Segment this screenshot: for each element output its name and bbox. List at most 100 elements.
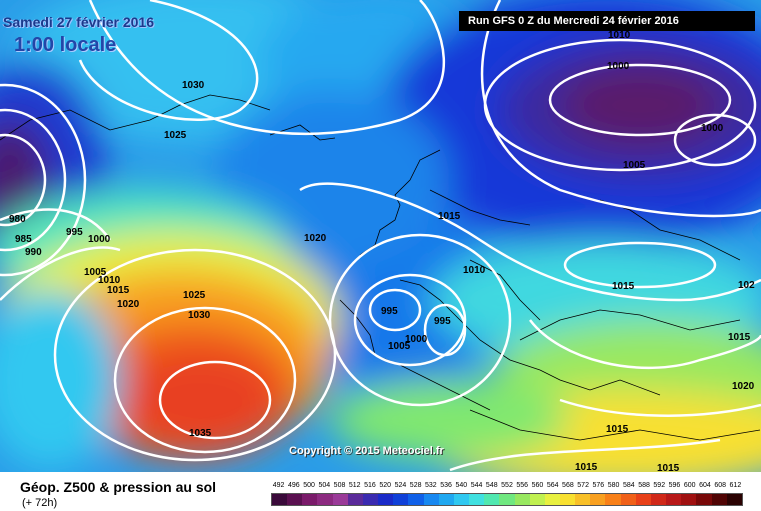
isobar-label: 990	[25, 247, 42, 258]
scale-swatch	[272, 494, 288, 505]
scale-label: 608	[714, 482, 726, 489]
scale-label: 596	[668, 482, 681, 489]
isobar-label: 102	[738, 280, 755, 291]
isobar-label: 985	[15, 234, 32, 245]
scale-swatch	[499, 494, 515, 505]
scale-label: 572	[577, 482, 589, 489]
scale-label: 528	[409, 482, 422, 489]
scale-label: 512	[348, 482, 361, 489]
isobar-lines	[0, 0, 761, 472]
model-run-banner: Run GFS 0 Z du Mercredi 24 février 2016	[459, 11, 755, 31]
legend-subtitle: (+ 72h)	[22, 497, 58, 509]
forecast-date: Samedi 27 février 2016	[3, 14, 154, 30]
isobar-label: 1015	[612, 281, 635, 292]
scale-swatch	[302, 494, 318, 505]
scale-label: 592	[653, 482, 666, 489]
scale-swatch	[590, 494, 606, 505]
scale-swatch	[438, 494, 454, 505]
scale-label: 552	[501, 482, 513, 489]
scale-label: 576	[592, 482, 605, 489]
pressure-map: 1030 1025 980 985 990 995 1000 1005 1010…	[0, 0, 761, 472]
copyright-notice: Copyright © 2015 Meteociel.fr	[289, 445, 444, 457]
isobar-label: 1015	[606, 424, 629, 435]
scale-label: 580	[607, 482, 620, 489]
isobar-label: 1030	[188, 310, 211, 321]
scale-label: 496	[287, 482, 300, 489]
scale-swatch	[529, 494, 545, 505]
scale-swatch	[332, 494, 348, 505]
scale-swatch	[575, 494, 591, 505]
scale-label: 536	[440, 482, 452, 489]
scale-swatch	[423, 494, 439, 505]
scale-label: 604	[699, 482, 711, 489]
isobar-label: 1025	[183, 290, 206, 301]
scale-label: 544	[470, 482, 483, 489]
isobar-label: 1020	[732, 381, 755, 392]
isobar-label: 1015	[728, 332, 751, 343]
isobar-label: 1025	[164, 130, 187, 141]
isobar-label: 1005	[623, 160, 646, 171]
map-canvas: 1030 1025 980 985 990 995 1000 1005 1010…	[0, 0, 761, 472]
scale-label: 520	[379, 482, 392, 489]
color-scale-bar	[271, 493, 743, 506]
scale-label: 584	[622, 482, 635, 489]
scale-swatch	[408, 494, 424, 505]
scale-swatch	[378, 494, 394, 505]
scale-label: 540	[455, 482, 468, 489]
scale-swatch	[681, 494, 697, 505]
isobar-label: 1015	[575, 462, 598, 472]
scale-swatch	[711, 494, 727, 505]
scale-swatch	[469, 494, 485, 505]
scale-swatch	[605, 494, 621, 505]
scale-label: 612	[729, 482, 742, 489]
scale-swatch	[393, 494, 409, 505]
scale-label: 564	[546, 482, 559, 489]
scale-labels: 492 496 500 504 508 512 516 520 524 528 532 536 540 5…	[271, 482, 743, 492]
scale-swatch	[287, 494, 303, 505]
scale-label: 588	[638, 482, 650, 489]
isobar-label: 1030	[182, 80, 205, 91]
scale-swatch	[484, 494, 500, 505]
legend-title: Géop. Z500 & pression au sol	[20, 479, 217, 495]
scale-label: 500	[303, 482, 315, 489]
isobar-label: 1005	[84, 267, 107, 278]
isobar-label: 1015	[438, 211, 461, 222]
isobar-label: 1020	[117, 299, 140, 310]
isobar-label: 1015	[107, 285, 130, 296]
scale-swatch	[559, 494, 576, 505]
scale-label: 568	[562, 482, 574, 489]
isobar-label: 995	[66, 227, 83, 238]
scale-swatch	[317, 494, 333, 505]
scale-label: 560	[531, 482, 544, 489]
isobar-label: 1000	[405, 334, 428, 345]
scale-swatch	[696, 494, 712, 505]
isobar-label: 1010	[608, 30, 631, 41]
geopotential-field	[0, 0, 761, 472]
isobar-labels: 1030 1025 980 985 990 995 1000 1005 1010…	[9, 30, 755, 472]
isobar-label: 1010	[98, 275, 121, 286]
scale-swatch	[362, 494, 379, 505]
scale-label: 508	[333, 482, 346, 489]
isobar-label: 995	[381, 306, 398, 317]
scale-label: 548	[485, 482, 498, 489]
scale-swatch	[347, 494, 363, 505]
scale-swatch	[650, 494, 667, 505]
scale-swatch	[635, 494, 651, 505]
isobar-label: 1010	[463, 265, 486, 276]
forecast-time: 1:00 locale	[14, 34, 117, 56]
isobar-label: 980	[9, 214, 26, 225]
isobar-label: 1005	[388, 341, 411, 352]
legend-footer: Géop. Z500 & pression au sol (+ 72h) 492…	[0, 472, 761, 511]
isobar-label: 1035	[189, 428, 212, 439]
scale-label: 600	[683, 482, 696, 489]
isobar-label: 1000	[607, 61, 630, 72]
scale-swatch	[666, 494, 682, 505]
scale-label: 524	[394, 482, 407, 489]
scale-swatch	[453, 494, 470, 505]
scale-label: 504	[318, 482, 331, 489]
isobar-label: 995	[434, 316, 451, 327]
isobar-label: 1000	[88, 234, 111, 245]
isobar-label: 1020	[304, 233, 327, 244]
scale-label: 492	[272, 482, 285, 489]
isobar-label: 1015	[657, 463, 680, 472]
